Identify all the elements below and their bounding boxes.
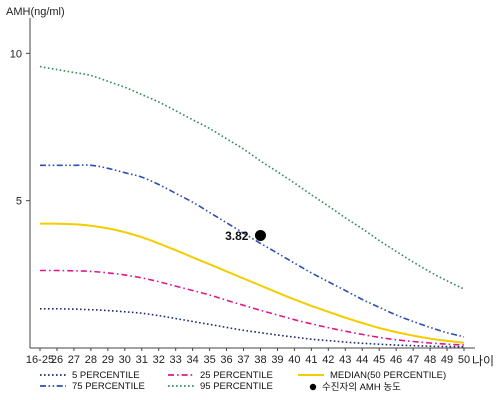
x-tick-label: 44 [356, 354, 368, 366]
legend-label: 수진자의 AMH 농도 [322, 382, 401, 393]
series-line-75-percentile [40, 164, 465, 338]
x-tick-label: 34 [187, 354, 199, 366]
legend-label: 95 PERCENTILE [200, 381, 273, 392]
series-line-25-percentile [39, 269, 465, 346]
x-tick-label: 32 [153, 354, 165, 366]
y-tick-label: 10 [10, 48, 22, 60]
series-lines [39, 65, 465, 348]
x-axis-title: 나이 [472, 354, 494, 368]
x-tick-label: 28 [85, 354, 97, 366]
legend-label: 25 PERCENTILE [200, 370, 273, 381]
patient-point [254, 229, 266, 241]
x-tick-label: 38 [254, 354, 266, 366]
x-tick-label: 46 [390, 354, 402, 366]
y-axis-title: AMH(ng/ml) [6, 6, 65, 18]
series-line-median-50-percentile [39, 222, 465, 344]
x-tick-label: 35 [203, 354, 215, 366]
legend-label: 75 PERCENTILE [72, 381, 145, 392]
x-tick-label: 39 [271, 354, 283, 366]
x-tick-label: 27 [68, 354, 80, 366]
x-tick-label: 40 [288, 354, 300, 366]
legend: 5 PERCENTILE 25 PERCENTILE MEDIAN(50 PERCE… [40, 370, 446, 393]
x-tick-label: 30 [119, 354, 131, 366]
x-tick-label: 41 [305, 354, 317, 366]
x-tick-label: 47 [407, 354, 419, 366]
y-tick-labels: 5 10 [10, 48, 30, 208]
x-tick-label: 42 [322, 354, 334, 366]
x-tick-label: 16-25 [26, 354, 54, 366]
x-tick-label: 48 [424, 354, 436, 366]
x-tick-label: 50 [458, 354, 470, 366]
series-line-5-percentile [40, 307, 465, 348]
legend-swatch-patient [309, 383, 317, 391]
patient-value-label: 3.82 [225, 229, 249, 243]
x-tick-label: 31 [136, 354, 148, 366]
patient-marker: 3.82 [225, 229, 266, 243]
y-tick-label: 5 [16, 196, 22, 208]
x-tick-label: 45 [373, 354, 385, 366]
x-tick-label: 29 [102, 354, 114, 366]
legend-label: 5 PERCENTILE [72, 370, 140, 381]
x-tick-label: 26 [51, 354, 63, 366]
x-tick-label: 37 [237, 354, 249, 366]
x-tick-label: 43 [339, 354, 351, 366]
series-line-95-percentile [39, 65, 465, 290]
x-tick-label: 49 [441, 354, 453, 366]
x-tick-label: 33 [170, 354, 182, 366]
x-tick-label: 36 [220, 354, 232, 366]
legend-label: MEDIAN(50 PERCENTILE) [330, 370, 446, 381]
